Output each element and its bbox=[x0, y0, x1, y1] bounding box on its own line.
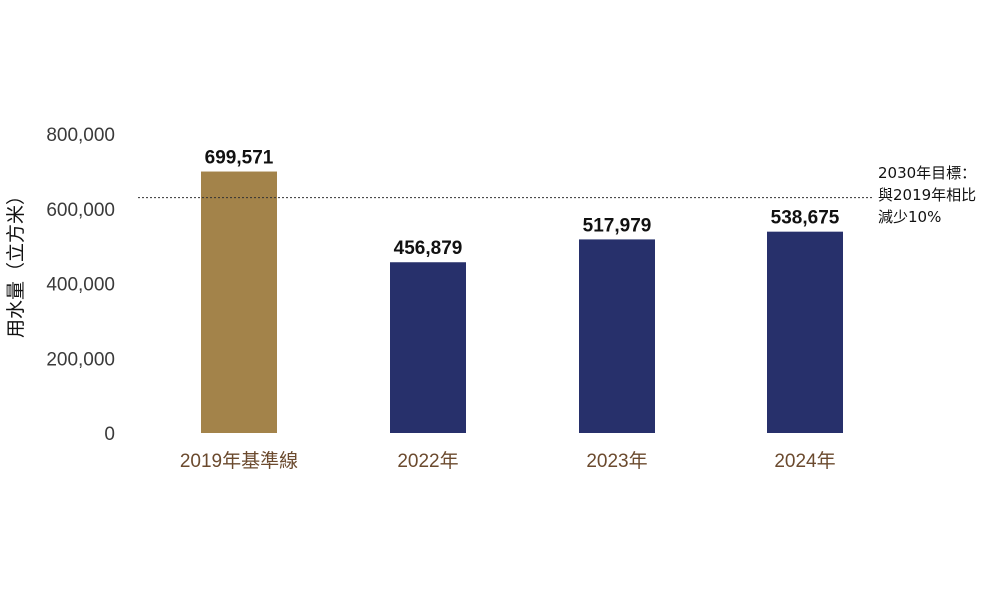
data-label-4: 538,675 bbox=[771, 208, 840, 229]
target-label-line: 與2019年相比 bbox=[878, 186, 976, 204]
data-labels-group: 699,571 456,879 517,979 538,675 bbox=[205, 148, 840, 260]
y-tick-label: 600,000 bbox=[46, 200, 115, 221]
y-tick-label: 800,000 bbox=[46, 125, 115, 146]
bar-2 bbox=[390, 262, 466, 433]
target-label-line: 減少10% bbox=[878, 208, 941, 226]
data-label-2: 456,879 bbox=[394, 238, 463, 259]
bar-4 bbox=[767, 231, 843, 433]
bars-group bbox=[201, 171, 843, 433]
y-tick-label: 400,000 bbox=[46, 275, 115, 296]
y-axis-ticks: 0 200,000 400,000 600,000 800,000 bbox=[46, 125, 115, 445]
target-label: 2030年目標： 與2019年相比減少10% bbox=[878, 164, 976, 226]
category-label-4: 2024年 bbox=[774, 450, 835, 472]
category-labels-group: 2019年基準線 2022年 2023年 2024年 bbox=[180, 450, 836, 472]
category-label-1: 2019年基準線 bbox=[180, 450, 298, 472]
y-tick-label: 200,000 bbox=[46, 349, 115, 370]
category-label-2: 2022年 bbox=[397, 450, 458, 472]
category-label-3: 2023年 bbox=[586, 450, 647, 472]
data-label-1: 699,571 bbox=[205, 148, 274, 169]
bar-1 bbox=[201, 171, 277, 433]
y-axis-title: 用水量（立方米） bbox=[5, 186, 27, 338]
data-label-3: 517,979 bbox=[583, 215, 652, 236]
bar-3 bbox=[579, 239, 655, 433]
target-label-line: 2030年目標： bbox=[878, 164, 976, 182]
y-tick-label: 0 bbox=[104, 424, 115, 445]
